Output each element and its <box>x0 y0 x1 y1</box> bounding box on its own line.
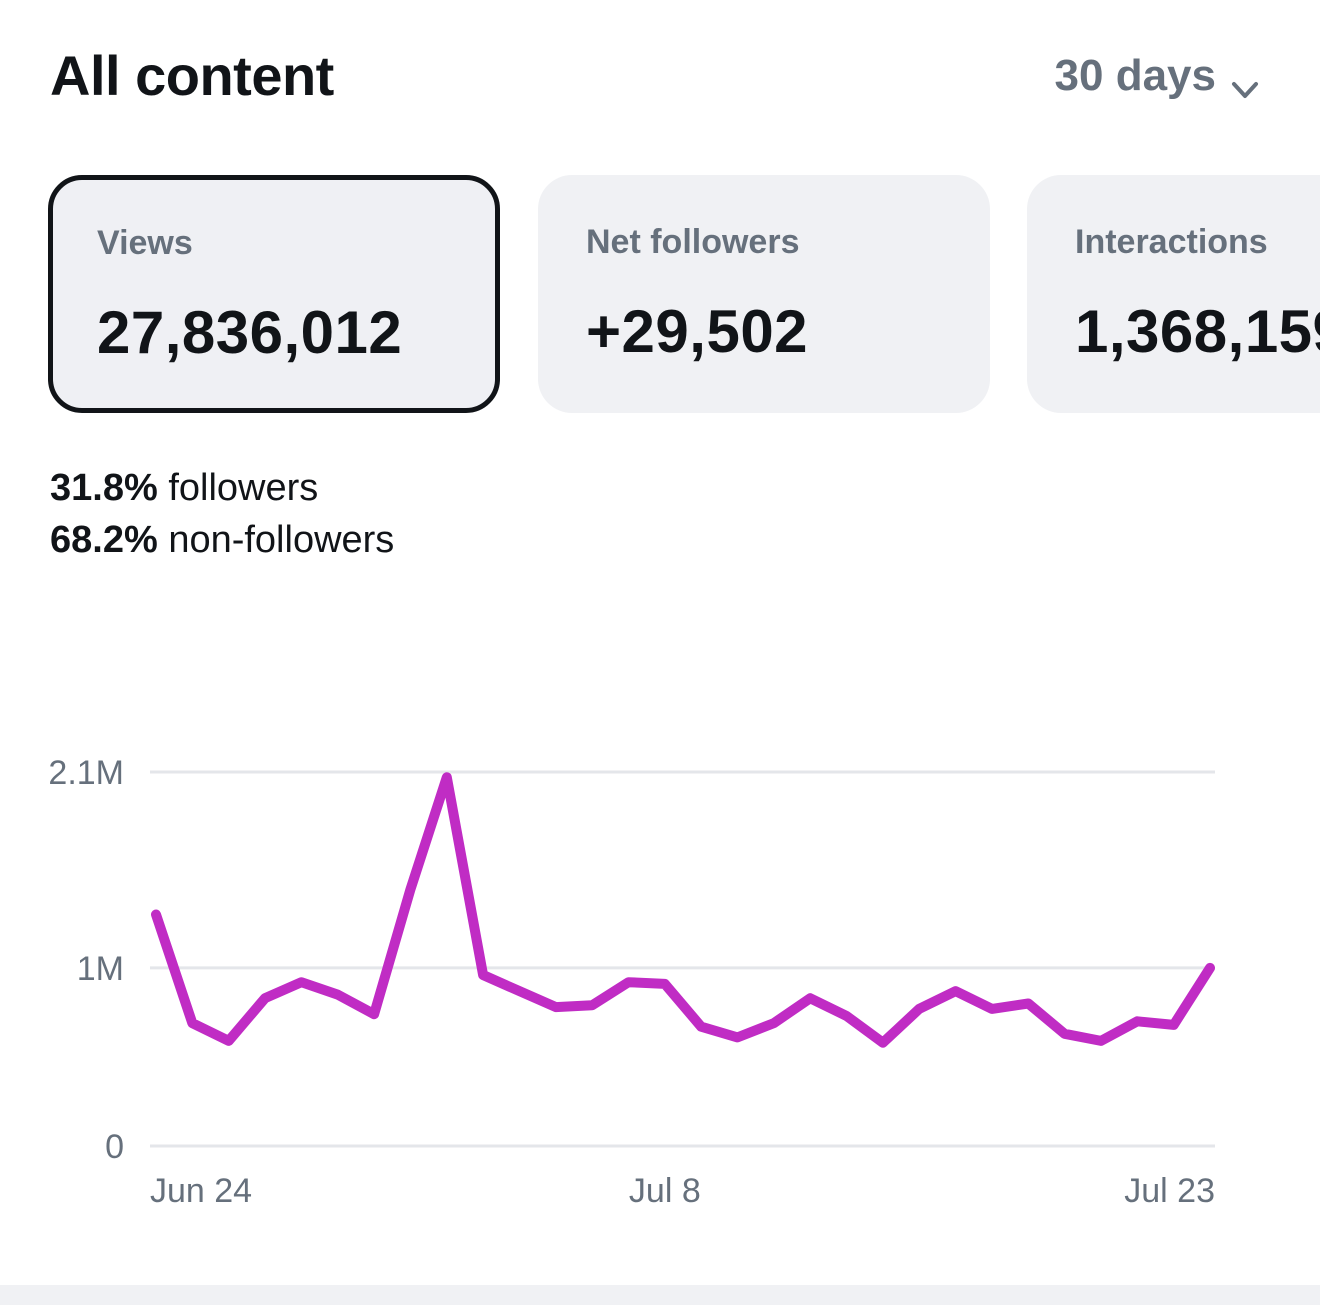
x-tick-label: Jul 23 <box>1124 1172 1215 1210</box>
data-point <box>769 1018 779 1028</box>
data-point <box>1023 999 1033 1009</box>
data-point <box>442 772 452 782</box>
chart-grid <box>150 770 1215 1148</box>
chart-series <box>151 772 1215 1048</box>
data-point <box>333 990 343 1000</box>
data-point <box>733 1032 743 1042</box>
metric-label: Views <box>97 224 193 262</box>
metric-value: 1,368,159 <box>1075 298 1320 365</box>
followers-percent: 31.8% <box>50 467 158 509</box>
non-followers-label: non-followers <box>168 519 395 561</box>
non-followers-percent: 68.2% <box>50 519 158 561</box>
data-point <box>1060 1029 1070 1039</box>
followers-share: 31.8% followers <box>50 462 394 514</box>
data-point <box>224 1036 234 1046</box>
metric-card-interactions[interactable]: Interactions 1,368,159 <box>1027 175 1320 413</box>
chevron-down-icon <box>1230 61 1260 98</box>
non-followers-share: 68.2% non-followers <box>50 514 394 566</box>
data-point <box>187 1018 197 1028</box>
data-point <box>951 986 961 996</box>
metric-value: 27,836,012 <box>97 299 403 366</box>
data-point <box>551 1002 561 1012</box>
data-point <box>151 909 161 919</box>
data-point <box>660 979 670 989</box>
audience-split: 31.8% followers 68.2% non-followers <box>50 462 394 566</box>
data-point <box>260 993 270 1003</box>
metric-card-net-followers[interactable]: Net followers +29,502 <box>538 175 990 413</box>
views-series-line <box>151 772 1215 1048</box>
data-point <box>405 885 415 895</box>
data-point <box>478 970 488 980</box>
page-title: All content <box>50 44 334 107</box>
data-point <box>623 977 633 987</box>
data-point <box>1205 963 1215 973</box>
date-range-dropdown[interactable]: 30 days <box>1055 46 1260 106</box>
x-axis-ticks: Jun 24 Jul 8 Jul 23 <box>150 1172 1215 1210</box>
metric-cards: Views 27,836,012 Net followers +29,502 I… <box>48 175 1320 415</box>
data-point <box>878 1038 888 1048</box>
footer-divider <box>0 1285 1320 1305</box>
data-point <box>696 1022 706 1032</box>
data-point <box>914 1004 924 1014</box>
data-point <box>987 1004 997 1014</box>
data-point <box>296 977 306 987</box>
data-point <box>1096 1036 1106 1046</box>
metric-label: Interactions <box>1075 223 1268 261</box>
data-point <box>1169 1020 1179 1030</box>
header: All content 30 days <box>50 40 1270 120</box>
data-point <box>369 1009 379 1019</box>
followers-label: followers <box>168 467 319 509</box>
chart-svg: 2.1M 1M 0 Jun 24 Jul 8 Jul 23 <box>48 754 1215 1210</box>
metric-card-views[interactable]: Views 27,836,012 <box>48 175 500 413</box>
x-tick-label: Jun 24 <box>150 1172 252 1210</box>
metric-label: Net followers <box>586 223 800 261</box>
y-tick-label: 1M <box>77 950 124 988</box>
data-point <box>1132 1016 1142 1026</box>
views-line-chart: 2.1M 1M 0 Jun 24 Jul 8 Jul 23 <box>0 740 1320 1240</box>
data-point <box>514 986 524 996</box>
y-tick-label: 0 <box>105 1128 124 1166</box>
data-point <box>805 993 815 1003</box>
y-tick-label: 2.1M <box>48 754 124 792</box>
x-tick-label: Jul 8 <box>629 1172 701 1210</box>
y-axis-ticks: 2.1M 1M 0 <box>48 754 124 1166</box>
data-point <box>587 1000 597 1010</box>
metric-value: +29,502 <box>586 298 809 365</box>
date-range-label: 30 days <box>1054 51 1216 100</box>
data-point <box>842 1011 852 1021</box>
